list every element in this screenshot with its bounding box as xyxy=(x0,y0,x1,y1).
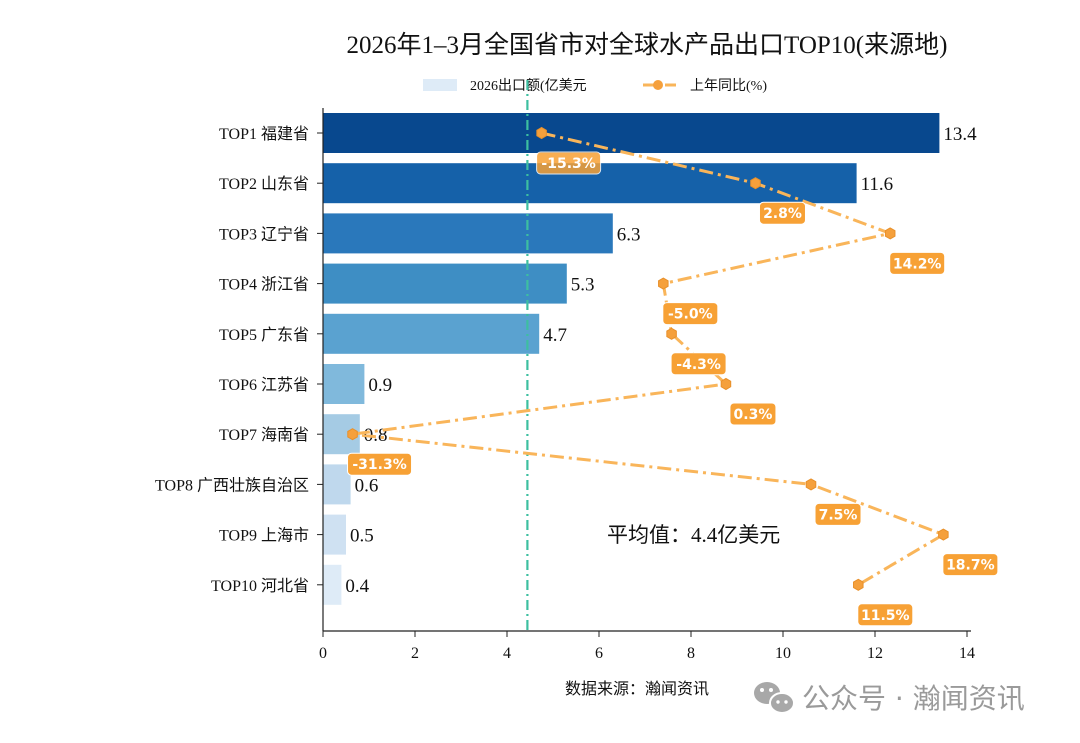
yoy-label-box xyxy=(536,151,602,175)
yoy-marker xyxy=(805,478,817,491)
yoy-marker xyxy=(853,578,864,591)
yoy-label-box xyxy=(758,201,806,225)
yoy-label-box xyxy=(889,251,946,275)
yoy-label: -5.0% xyxy=(668,307,713,323)
bar xyxy=(323,313,540,354)
y-tick-label: TOP8 广西壮族自治区 xyxy=(155,476,309,494)
yoy-label: 7.5% xyxy=(819,507,858,523)
yoy-label-box xyxy=(857,603,914,627)
bar-value-label: 0.6 xyxy=(355,475,379,496)
yoy-marker xyxy=(347,428,358,441)
source-note: 数据来源：瀚闻资讯 xyxy=(565,680,709,698)
legend-bar-swatch xyxy=(423,79,457,91)
yoy-marker xyxy=(658,277,669,290)
bar-value-label: 0.4 xyxy=(345,576,369,597)
y-tick-label: TOP10 河北省 xyxy=(211,577,309,595)
y-tick-label: TOP4 浙江省 xyxy=(219,276,309,294)
bar-value-label: 0.9 xyxy=(368,375,392,396)
bar-value-label: 5.3 xyxy=(571,275,595,296)
yoy-label: 18.7% xyxy=(946,558,995,574)
bar xyxy=(323,514,346,555)
yoy-label: -15.3% xyxy=(541,156,595,172)
y-tick-label: TOP6 江苏省 xyxy=(219,376,309,394)
yoy-marker xyxy=(720,377,732,391)
yoy-label-box xyxy=(662,302,719,326)
yoy-marker xyxy=(666,327,677,340)
bar-value-label: 4.7 xyxy=(543,325,567,346)
y-tick-label: TOP5 广东省 xyxy=(219,326,309,344)
bar-value-label: 6.3 xyxy=(617,224,641,245)
bar xyxy=(323,213,613,254)
yoy-label: 0.3% xyxy=(734,407,773,423)
y-tick-label: TOP9 上海市 xyxy=(219,527,309,545)
yoy-label-box xyxy=(814,502,862,526)
bar xyxy=(323,263,567,304)
legend: 2026出口额(亿美元 上年同比(%) xyxy=(423,78,767,94)
chart-title: 2026年1–3月全国省市对全球水产品出口TOP10(来源地) xyxy=(347,31,948,59)
legend-marker xyxy=(653,80,663,90)
yoy-label: -4.3% xyxy=(676,357,721,373)
bar xyxy=(323,464,351,505)
bar-value-label: 0.5 xyxy=(350,526,374,547)
x-tick-label: 2 xyxy=(411,645,419,662)
yoy-marker xyxy=(750,177,761,190)
watermark: 公众号 · 瀚闻资讯 xyxy=(802,682,1025,715)
y-tick-label: TOP3 辽宁省 xyxy=(219,225,309,243)
yoy-label-box xyxy=(347,452,413,476)
x-tick-label: 0 xyxy=(319,645,327,662)
yoy-label: 14.2% xyxy=(893,256,942,272)
legend-line-label: 上年同比(%) xyxy=(690,78,767,94)
yoy-marker xyxy=(938,528,949,541)
x-tick-label: 4 xyxy=(503,645,511,662)
bar-value-label: 13.4 xyxy=(943,124,977,145)
yoy-label-box xyxy=(729,402,777,426)
wechat-icon xyxy=(754,682,795,714)
average-label: 平均值：4.4亿美元 xyxy=(607,523,780,547)
yoy-marker xyxy=(884,227,896,240)
yoy-marker xyxy=(536,126,547,140)
x-tick-label: 8 xyxy=(687,645,695,662)
yoy-label: 2.8% xyxy=(763,206,802,222)
yoy-label-box xyxy=(670,352,727,376)
bar-value-label: 11.6 xyxy=(861,174,894,195)
x-tick-label: 12 xyxy=(867,645,883,662)
bar xyxy=(323,364,365,404)
yoy-label: -31.3% xyxy=(352,457,406,473)
bar xyxy=(323,564,342,605)
yoy-label: 11.5% xyxy=(861,608,910,624)
yoy-label-box xyxy=(942,553,999,577)
x-tick-label: 6 xyxy=(595,645,603,662)
bar xyxy=(323,113,940,153)
y-tick-label: TOP1 福建省 xyxy=(219,125,309,143)
y-tick-label: TOP2 山东省 xyxy=(219,175,309,193)
x-tick-label: 10 xyxy=(775,645,791,662)
y-tick-label: TOP7 海南省 xyxy=(219,426,309,444)
x-tick-label: 14 xyxy=(959,645,975,662)
